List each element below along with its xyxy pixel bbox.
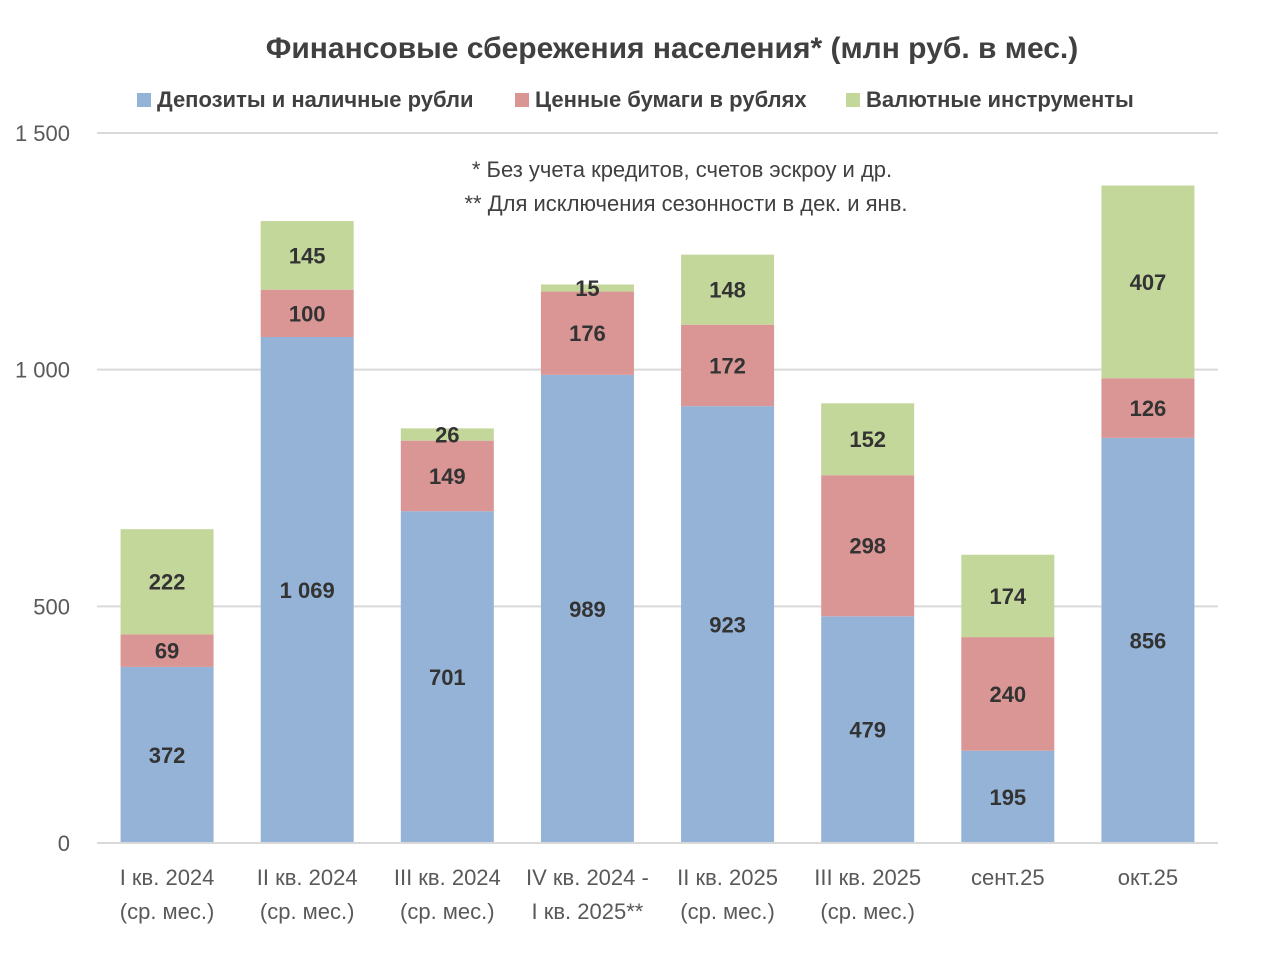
- bar-segment-currency: [120, 529, 214, 635]
- bar-segment-securities: [540, 291, 634, 375]
- footnote-2: ** Для исключения сезонности в дек. и ян…: [465, 191, 908, 216]
- data-labels: 372 69 222 1 069 100 145 701 149 26 989 176 15 923 17…: [149, 243, 1167, 809]
- footnote-1: * Без учета кредитов, счетов эскроу и др…: [472, 157, 892, 182]
- data-label: 172: [709, 353, 746, 378]
- bar-segment-deposits: [400, 511, 494, 843]
- data-label: 240: [989, 682, 1026, 707]
- data-label: 989: [569, 597, 606, 622]
- bar-segment-currency: [540, 284, 634, 292]
- bar-segment-deposits: [681, 406, 775, 843]
- bar-segment-securities: [260, 289, 354, 338]
- bars: [120, 185, 1195, 843]
- y-tick-label: 500: [33, 594, 70, 619]
- legend-swatch-deposits: [137, 93, 151, 107]
- legend-label-securities: Ценные бумаги в рублях: [535, 87, 807, 112]
- bar-segment-currency: [260, 221, 354, 290]
- bar-segment-securities: [821, 475, 915, 617]
- bar-segment-deposits: [120, 666, 214, 843]
- data-label: 923: [709, 613, 746, 638]
- x-tick-label: III кв. 2024: [394, 865, 501, 890]
- data-label: 145: [289, 243, 326, 268]
- x-tick-label: III кв. 2025: [814, 865, 921, 890]
- x-tick-label: окт.25: [1118, 865, 1178, 890]
- data-label: 126: [1130, 396, 1167, 421]
- bar-segment-deposits: [961, 750, 1055, 843]
- x-tick-label: I кв. 2025**: [532, 899, 644, 924]
- bar-segment-deposits: [1101, 437, 1195, 843]
- bar-segment-securities: [120, 634, 214, 667]
- data-label: 701: [429, 665, 466, 690]
- legend-label-deposits: Депозиты и наличные рубли: [157, 87, 474, 112]
- bar-segment-securities: [400, 440, 494, 512]
- bar-segment-currency: [1101, 185, 1195, 379]
- data-label: 148: [709, 278, 746, 303]
- x-axis: I кв. 2024 (ср. мес.) II кв. 2024 (ср. мес.…: [97, 842, 1218, 924]
- y-tick-label: 1 000: [15, 358, 70, 383]
- bar-segment-deposits: [260, 337, 354, 843]
- legend-swatch-securities: [515, 93, 529, 107]
- data-label: 69: [155, 639, 179, 664]
- data-label: 174: [989, 584, 1026, 609]
- data-label: 1 069: [280, 578, 335, 603]
- x-tick-label: (ср. мес.): [400, 899, 495, 924]
- legend: Депозиты и наличные рубли Ценные бумаги …: [137, 87, 1134, 112]
- data-label: 479: [849, 718, 886, 743]
- chart-title: Финансовые сбережения населения* (млн ру…: [266, 32, 1079, 65]
- bar-segment-currency: [400, 428, 494, 441]
- data-label: 372: [149, 743, 186, 768]
- x-tick-label: IV кв. 2024 -: [526, 865, 649, 890]
- x-tick-label: (ср. мес.): [260, 899, 355, 924]
- data-label: 407: [1130, 270, 1167, 295]
- bar-segment-deposits: [540, 374, 634, 843]
- bar-segment-securities: [961, 637, 1055, 751]
- x-tick-label: II кв. 2025: [677, 865, 778, 890]
- data-label: 15: [575, 276, 599, 301]
- y-tick-label: 1 500: [15, 121, 70, 146]
- bar-segment-currency: [821, 403, 915, 476]
- bar-segment-securities: [1101, 378, 1195, 438]
- x-tick-label: (ср. мес.): [120, 899, 215, 924]
- x-tick-label: сент.25: [971, 865, 1045, 890]
- bar-segment-securities: [681, 324, 775, 407]
- legend-label-currency: Валютные инструменты: [866, 87, 1134, 112]
- x-tick-label: I кв. 2024: [120, 865, 215, 890]
- x-tick-label: (ср. мес.): [680, 899, 775, 924]
- data-label: 176: [569, 321, 606, 346]
- data-label: 100: [289, 301, 326, 326]
- data-label: 26: [435, 423, 459, 448]
- x-tick-label: II кв. 2024: [257, 865, 358, 890]
- data-label: 222: [149, 570, 186, 595]
- data-label: 195: [989, 785, 1026, 810]
- data-label: 149: [429, 464, 466, 489]
- bar-segment-currency: [681, 254, 775, 325]
- y-tick-label: 0: [58, 831, 70, 856]
- bar-segment-deposits: [821, 616, 915, 843]
- y-axis: 0 500 1 000 1 500: [15, 121, 70, 856]
- data-label: 152: [849, 427, 886, 452]
- data-label: 298: [849, 534, 886, 559]
- x-tick-label: (ср. мес.): [820, 899, 915, 924]
- legend-swatch-currency: [846, 93, 860, 107]
- bar-segment-currency: [961, 554, 1055, 638]
- data-label: 856: [1130, 628, 1167, 653]
